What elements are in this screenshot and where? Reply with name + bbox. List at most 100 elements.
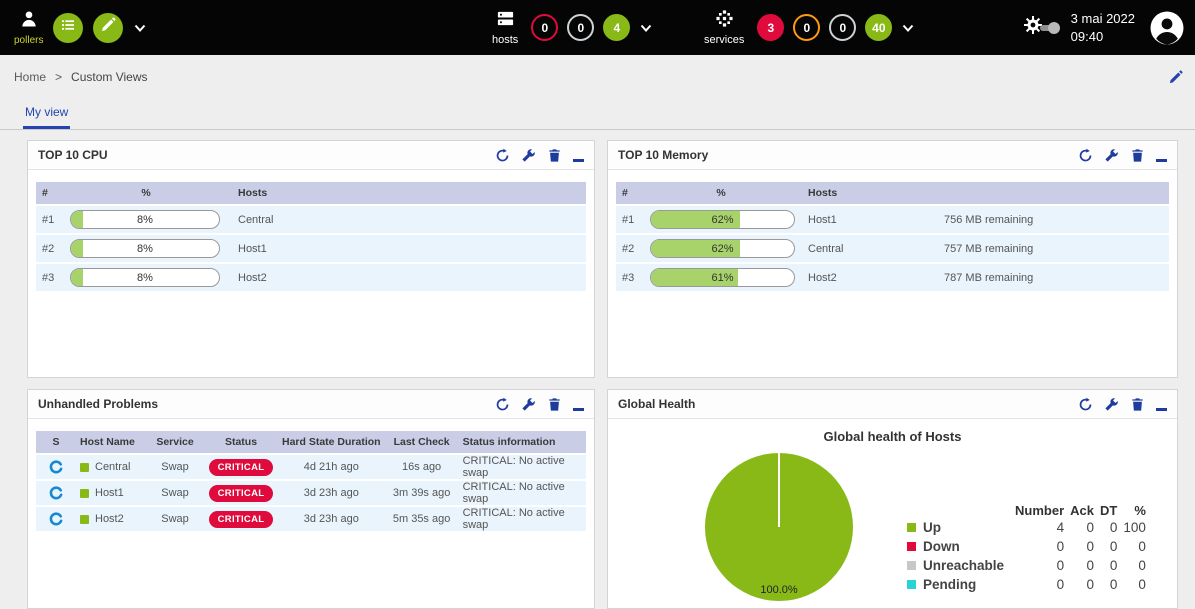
problems-table: S Host Name Service Status Hard State Du… (36, 429, 586, 533)
refresh-icon[interactable] (495, 397, 510, 412)
minimize-icon[interactable] (573, 397, 584, 411)
memory-row[interactable]: #1 62% Host1 756 MB remaining (616, 206, 1169, 233)
host-cell: Host1 (800, 206, 940, 233)
column-header-remaining (940, 182, 1169, 204)
cpu-progress-bar: 8% (70, 239, 220, 258)
rank-cell: #1 (616, 206, 642, 233)
pollers-menu[interactable]: pollers (14, 9, 43, 46)
breadcrumb-current[interactable]: Custom Views (71, 70, 148, 84)
services-unknown-badge[interactable]: 0 (829, 14, 857, 41)
services-critical-badge[interactable]: 3 (757, 14, 785, 41)
percent-cell: 8% (62, 206, 230, 233)
top-navigation-bar: pollers hosts 0 0 4 (0, 0, 1195, 55)
host-cell: Central (76, 455, 146, 479)
wrench-icon[interactable] (521, 397, 536, 412)
refresh-icon[interactable] (1078, 148, 1093, 163)
hosts-unreachable-badge[interactable]: 0 (567, 14, 595, 41)
minimize-icon[interactable] (573, 148, 584, 162)
cpu-progress-bar: 8% (70, 268, 220, 287)
refresh-icon[interactable] (495, 148, 510, 163)
percent-cell: 8% (62, 264, 230, 291)
memory-row[interactable]: #2 62% Central 757 MB remaining (616, 235, 1169, 262)
problem-row[interactable]: Host2 Swap CRITICAL 3d 23h ago 5m 35s ag… (36, 507, 586, 531)
host-cell: Host1 (76, 481, 146, 505)
trash-icon[interactable] (547, 148, 562, 163)
cpu-progress-bar: 8% (70, 210, 220, 229)
poller-configuration-button[interactable] (93, 12, 124, 43)
rank-cell: #2 (36, 235, 62, 262)
legend-swatch-down (907, 542, 916, 551)
breadcrumb-home[interactable]: Home (14, 70, 47, 84)
wrench-icon[interactable] (1104, 397, 1119, 412)
problem-row[interactable]: Host1 Swap CRITICAL 3d 23h ago 3m 39s ag… (36, 481, 586, 505)
source-cell (36, 507, 76, 531)
services-ok-badge[interactable]: 40 (865, 14, 893, 41)
status-info-cell: CRITICAL: No active swap (458, 507, 586, 531)
refresh-icon[interactable] (1078, 397, 1093, 412)
source-cell (36, 481, 76, 505)
cpu-row[interactable]: #2 8% Host1 (36, 235, 586, 262)
health-legend: Number Ack DT % Up 4 0 0 100 Down 0 0 0 (904, 503, 1149, 594)
hosts-menu[interactable]: hosts (492, 9, 518, 46)
services-menu[interactable]: services (704, 9, 744, 46)
pollers-chevron-down-icon[interactable] (133, 21, 147, 35)
minimize-icon[interactable] (1156, 397, 1167, 411)
status-cell: CRITICAL (204, 481, 278, 505)
column-header-hosts: Hosts (230, 182, 586, 204)
hosts-down-badge[interactable]: 0 (531, 14, 559, 41)
hosts-icon (496, 9, 515, 33)
trash-icon[interactable] (1130, 397, 1145, 412)
trash-icon[interactable] (1130, 148, 1145, 163)
rank-cell: #3 (36, 264, 62, 291)
column-header-percent: % (642, 182, 800, 204)
poller-list-button[interactable] (53, 12, 84, 43)
minimize-icon[interactable] (1156, 148, 1167, 162)
wrench-icon[interactable] (521, 148, 536, 163)
centreon-logo-icon (49, 460, 63, 474)
duration-cell: 3d 23h ago (278, 481, 385, 505)
wrench-icon[interactable] (1104, 148, 1119, 163)
memory-progress-bar: 62% (650, 239, 795, 258)
hosts-chevron-down-icon[interactable] (639, 21, 653, 35)
services-warning-badge[interactable]: 0 (793, 14, 821, 41)
legend-swatch-pending (907, 580, 916, 589)
duration-cell: 4d 21h ago (278, 455, 385, 479)
trash-icon[interactable] (547, 397, 562, 412)
tab-my-view[interactable]: My view (23, 105, 71, 129)
memory-progress-bar: 62% (650, 210, 795, 229)
legend-header-ack: Ack (1070, 503, 1095, 518)
host-cell: Host2 (76, 507, 146, 531)
memory-progress-bar: 61% (650, 268, 795, 287)
date-text: 3 mai 2022 (1070, 10, 1135, 26)
hosts-label: hosts (492, 34, 519, 46)
view-tabs: My view (0, 99, 1195, 130)
column-header-hosts: Hosts (800, 182, 940, 204)
memory-row[interactable]: #3 61% Host2 787 MB remaining (616, 264, 1169, 291)
poller-person-icon (19, 9, 39, 34)
legend-row-down: Down 0 0 0 0 (904, 537, 1149, 556)
services-chevron-down-icon[interactable] (901, 21, 915, 35)
rank-cell: #1 (36, 206, 62, 233)
panel-unhandled-problems: Unhandled Problems S Host Name Service S… (27, 389, 595, 609)
cpu-row[interactable]: #1 8% Central (36, 206, 586, 233)
panel-title: Unhandled Problems (38, 397, 159, 411)
status-info-cell: CRITICAL: No active swap (458, 481, 586, 505)
panel-top10-memory: TOP 10 Memory # % Hosts #1 62% (607, 140, 1178, 378)
last-check-cell: 3m 39s ago (384, 481, 459, 505)
column-header-rank: # (36, 182, 62, 204)
remaining-cell: 756 MB remaining (940, 206, 1169, 233)
percent-cell: 62% (642, 235, 800, 262)
host-status-square (80, 488, 89, 498)
cpu-row[interactable]: #3 8% Host2 (36, 264, 586, 291)
column-header-last-check: Last Check (384, 431, 459, 453)
status-cell: CRITICAL (204, 507, 278, 531)
settings-toggle[interactable] (1023, 15, 1060, 40)
user-avatar[interactable] (1149, 10, 1185, 46)
edit-view-icon[interactable] (1168, 69, 1183, 85)
remaining-cell: 787 MB remaining (940, 264, 1169, 291)
last-check-cell: 5m 35s ago (384, 507, 459, 531)
hosts-up-badge[interactable]: 4 (603, 14, 631, 41)
problem-row[interactable]: Central Swap CRITICAL 4d 21h ago 16s ago… (36, 455, 586, 479)
percent-cell: 61% (642, 264, 800, 291)
column-header-duration: Hard State Duration (278, 431, 385, 453)
